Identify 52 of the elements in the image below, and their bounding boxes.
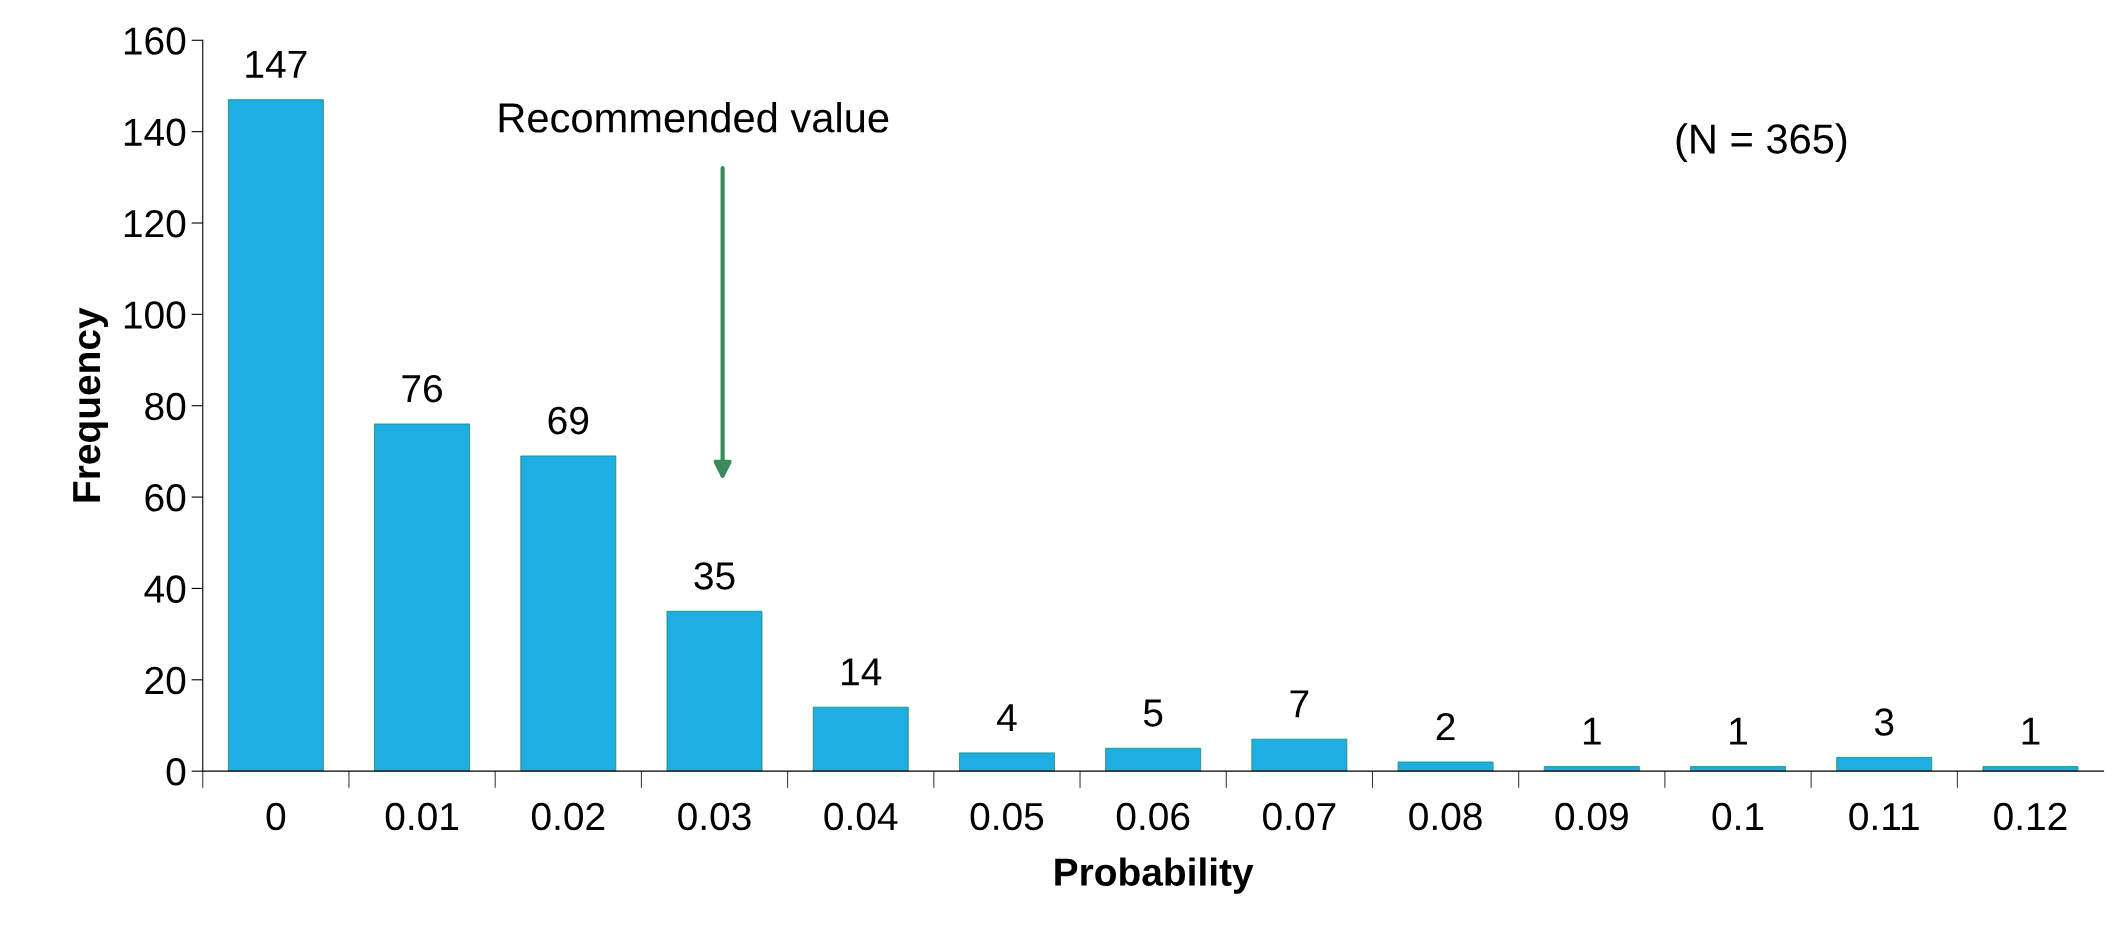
bar (1836, 757, 1933, 772)
data-label: 147 (246, 50, 307, 78)
bar (227, 99, 324, 772)
x-tick-label: 0.11 (1849, 802, 1919, 831)
bar (1690, 766, 1786, 772)
data-label: 35 (694, 562, 735, 590)
bar (1982, 766, 2079, 772)
x-tick-label: 0.12 (1994, 802, 2067, 831)
data-label: 3 (1874, 708, 1894, 736)
x-tick-label: 0.03 (678, 802, 751, 831)
bar (520, 455, 617, 772)
data-label: 7 (1290, 690, 1309, 718)
bar (1105, 747, 1202, 772)
x-tick-label: 0.08 (1409, 802, 1482, 831)
x-tick-label: 0.09 (1555, 802, 1628, 831)
data-label: 4 (997, 704, 1017, 731)
data-label: 69 (548, 406, 589, 435)
x-tick-label: 0.07 (1263, 802, 1336, 831)
x-tick-label: 0.04 (824, 802, 898, 831)
bar (374, 423, 471, 772)
data-label: 76 (402, 374, 442, 403)
data-label: 2 (1436, 712, 1455, 741)
data-label: 1 (2022, 717, 2040, 745)
x-tick-label: 0.1 (1712, 802, 1764, 831)
y-tick-label: 80 (145, 392, 186, 421)
bar (1251, 738, 1348, 772)
bar (1543, 766, 1640, 772)
y-tick-label: 60 (145, 484, 186, 512)
data-label: 1 (1730, 717, 1747, 745)
x-tick-label: 0 (266, 802, 286, 831)
y-tick-label: 100 (124, 301, 186, 329)
bar (666, 610, 763, 772)
data-label: 5 (1143, 699, 1163, 727)
annotation: (N = 365) (1676, 123, 1847, 163)
y-tick-label: 20 (145, 666, 186, 695)
y-tick-label: 160 (124, 27, 186, 55)
x-tick-label: 0.02 (531, 802, 605, 831)
data-label: 14 (842, 658, 882, 686)
y-tick-label: 40 (144, 575, 186, 603)
annotation: Recommended value (499, 102, 889, 133)
y-tick-label: 120 (124, 209, 186, 238)
x-tick-label: 0.05 (970, 802, 1044, 831)
y-axis-title: Frequency (73, 307, 109, 502)
bar (1397, 761, 1494, 772)
x-tick-label: 0.06 (1116, 802, 1190, 831)
bar (812, 706, 909, 772)
y-tick-label: 0 (166, 758, 186, 786)
x-axis-title: Probability (1055, 857, 1254, 894)
bar (959, 752, 1055, 772)
x-tick-label: 0.01 (385, 802, 459, 831)
data-label: 1 (1583, 717, 1601, 745)
y-tick-label: 140 (124, 118, 186, 147)
